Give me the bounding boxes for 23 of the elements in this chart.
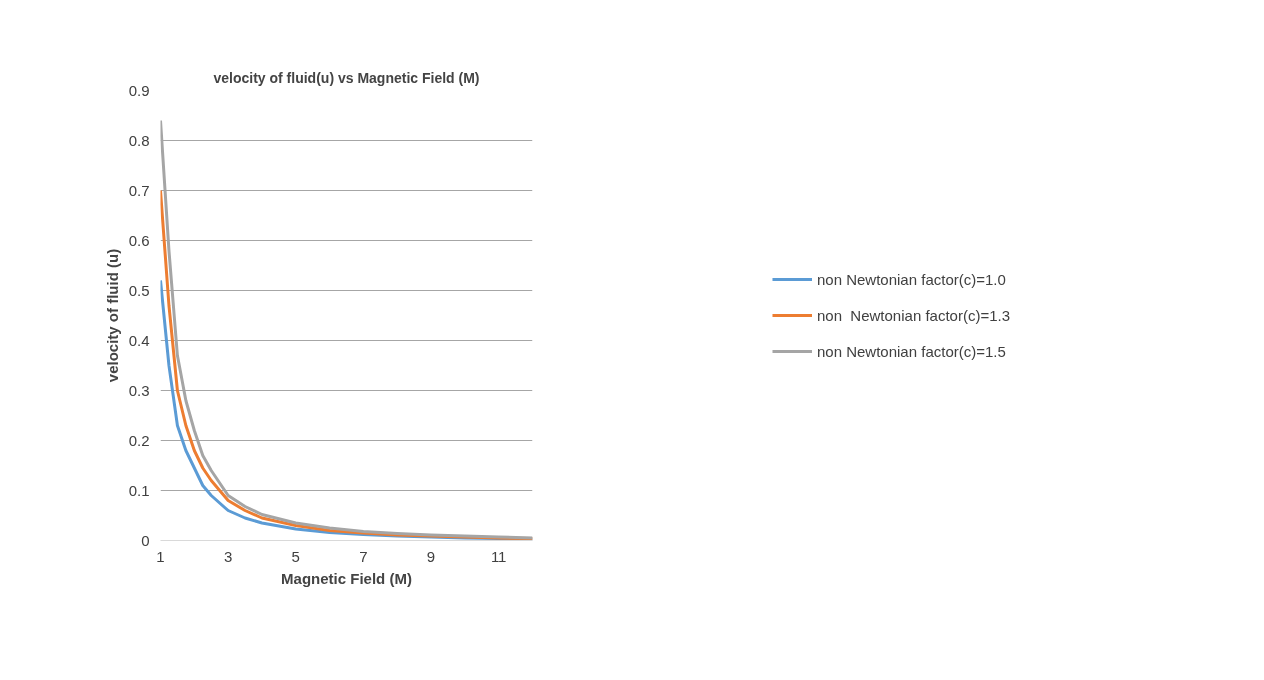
y-axis-title: velocity of fluid (u) (103, 248, 121, 383)
x-tick-label: 7 (359, 547, 368, 565)
x-tick-label: 11 (490, 547, 507, 565)
y-tick-label: 0.6 (128, 231, 150, 249)
x-tick-label: 9 (426, 547, 436, 565)
y-tick-label: 0.4 (128, 331, 150, 349)
y-tick-label: 0 (141, 531, 150, 549)
y-tick-label: 0.1 (128, 481, 150, 499)
chart-title: velocity of fluid(u) vs Magnetic Field (M) (213, 69, 480, 86)
legend-label: non Newtonian factor(c)=1.3 (816, 306, 1011, 324)
x-tick-label: 5 (291, 547, 300, 565)
x-tick-label: 3 (223, 547, 233, 565)
y-tick-label: 0.5 (128, 281, 150, 299)
legend-label: non Newtonian factor(c)=1.0 (816, 270, 1006, 288)
x-axis-title: Magnetic Field (M) (281, 569, 412, 587)
y-tick-label: 0.2 (128, 431, 150, 449)
line-series (160, 119, 533, 540)
y-tick-label: 0.7 (128, 181, 150, 199)
legend-label: non Newtonian factor(c)=1.5 (816, 342, 1006, 360)
y-tick-label: 0.3 (128, 381, 150, 399)
y-tick-label: 0.9 (128, 81, 150, 99)
y-tick-label: 0.8 (128, 131, 150, 149)
x-tick-label: 1 (156, 547, 165, 565)
